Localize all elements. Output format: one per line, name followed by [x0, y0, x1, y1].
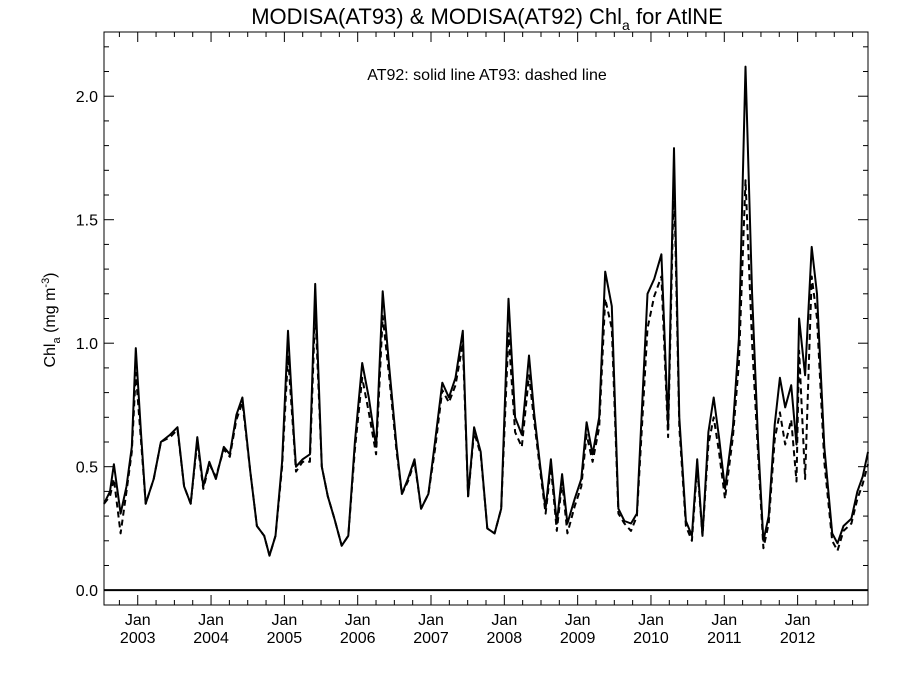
y-tick-label: 0.0: [76, 583, 98, 600]
x-tick-month-label: Jan: [785, 612, 811, 629]
series-line-at92: [103, 65, 869, 557]
x-tick-year-label: 2012: [780, 630, 816, 647]
x-tick-year-label: 2008: [487, 630, 523, 647]
y-tick-label: 2.0: [76, 89, 98, 106]
series-line-at93: [103, 174, 869, 557]
x-tick-year-label: 2009: [560, 630, 596, 647]
ylabel-suffix: ): [42, 272, 59, 277]
x-tick-month-label: Jan: [418, 612, 444, 629]
x-tick-year-label: 2005: [267, 630, 303, 647]
ylabel-superscript: -3: [40, 278, 52, 288]
title-prefix: MODISA(AT93) & MODISA(AT92) Chl: [251, 4, 622, 29]
ylabel-prefix: Chl: [42, 344, 59, 368]
x-tick-month-label: Jan: [271, 612, 297, 629]
x-tick-month-label: Jan: [638, 612, 664, 629]
x-tick-month-label: Jan: [125, 612, 151, 629]
x-tick-month-label: Jan: [198, 612, 224, 629]
y-axis-label: Chla (mg m-3): [40, 272, 63, 367]
chart-title: MODISA(AT93) & MODISA(AT92) Chla for Atl…: [251, 4, 723, 33]
x-tick-year-label: 2007: [413, 630, 449, 647]
y-tick-label: 1.0: [76, 336, 98, 353]
series-lines: [103, 65, 869, 557]
ylabel-middle: (mg m: [42, 288, 59, 338]
x-tick-month-label: Jan: [345, 612, 371, 629]
axes: 0.00.51.01.52.0Jan2003Jan2004Jan2005Jan2…: [76, 32, 868, 647]
title-subscript: a: [622, 17, 630, 33]
legend-annotation: AT92: solid line AT93: dashed line: [367, 67, 607, 84]
y-tick-label: 1.5: [76, 213, 98, 230]
x-tick-month-label: Jan: [491, 612, 517, 629]
x-tick-year-label: 2011: [707, 630, 742, 647]
title-suffix: for AtlNE: [630, 4, 723, 29]
x-tick-year-label: 2010: [633, 630, 669, 647]
y-tick-label: 0.5: [76, 460, 98, 477]
x-tick-month-label: Jan: [711, 612, 737, 629]
ylabel-subscript: a: [51, 337, 63, 344]
x-tick-year-label: 2006: [340, 630, 376, 647]
x-tick-month-label: Jan: [565, 612, 591, 629]
x-tick-year-label: 2004: [193, 630, 229, 647]
x-tick-year-label: 2003: [120, 630, 156, 647]
